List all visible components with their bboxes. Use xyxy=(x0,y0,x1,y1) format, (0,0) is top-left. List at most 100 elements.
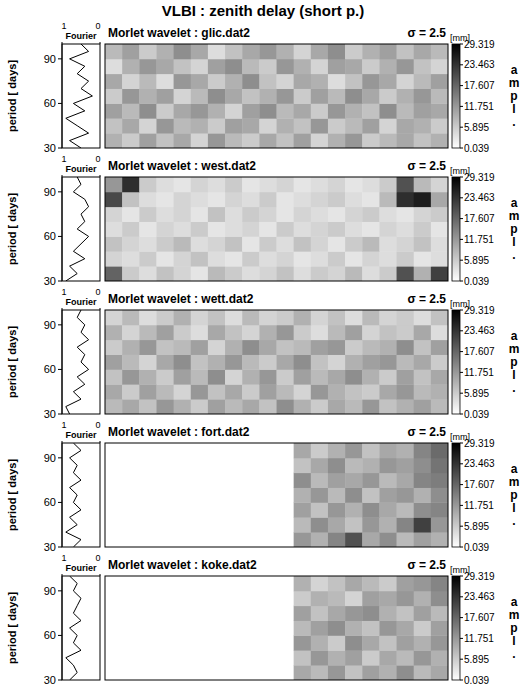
heatmap-cell xyxy=(414,576,432,591)
colorbar-tick-label: 23.463 xyxy=(464,59,495,70)
colorbar-tick-label: 5.895 xyxy=(464,255,489,266)
heatmap-cell xyxy=(208,44,226,59)
heatmap-cell xyxy=(311,251,329,266)
heatmap-cell xyxy=(156,384,174,399)
heatmap-cell xyxy=(259,89,277,104)
y-tick xyxy=(58,103,62,104)
heatmap-cell xyxy=(311,384,329,399)
heatmap-cell xyxy=(277,251,295,266)
heatmap-cell xyxy=(328,133,346,148)
heatmap-cell xyxy=(208,251,226,266)
heatmap-cell xyxy=(397,502,415,517)
y-tick xyxy=(58,414,62,415)
heatmap-cell xyxy=(397,532,415,547)
heatmap-cell xyxy=(397,222,415,237)
panel: Morlet wavelet : fort.dat2σ = 2.5period … xyxy=(6,420,519,553)
heatmap-cell xyxy=(431,621,448,636)
heatmap-cell xyxy=(156,207,174,222)
heatmap-cell xyxy=(431,251,448,266)
heatmap-cell xyxy=(362,133,380,148)
heatmap-cell xyxy=(174,266,192,281)
y-tick-label: 90 xyxy=(44,319,56,331)
heatmap-cell xyxy=(414,192,432,207)
x-tick-label: 1 xyxy=(61,21,66,31)
heatmap-cell xyxy=(242,355,260,370)
heatmap-cell xyxy=(105,44,123,59)
x-tick xyxy=(62,308,63,310)
heatmap-cell xyxy=(414,118,432,133)
heatmap-cell xyxy=(397,310,415,325)
y-tick-label: 60 xyxy=(44,97,56,109)
heatmap-cell xyxy=(397,399,415,414)
heatmap-cell xyxy=(294,89,312,104)
heatmap-cell xyxy=(397,443,415,458)
heatmap-cell xyxy=(414,517,432,532)
heatmap-cell xyxy=(122,44,140,59)
heatmap-cell xyxy=(414,325,432,340)
colorbar-tick xyxy=(460,106,463,107)
heatmap-cell xyxy=(345,635,363,650)
heatmap-cell xyxy=(208,74,226,89)
heatmap-cell xyxy=(259,133,277,148)
heatmap-cell xyxy=(414,473,432,488)
colorbar-tick xyxy=(460,393,463,394)
heatmap-cell xyxy=(259,103,277,118)
heatmap-cell xyxy=(139,74,157,89)
heatmap-cell xyxy=(328,44,346,59)
colorbar-tick xyxy=(460,617,463,618)
heatmap-cell xyxy=(277,44,295,59)
colorbar-unit: [mm] xyxy=(450,166,470,176)
heatmap-cell xyxy=(328,192,346,207)
fourier-spectrum xyxy=(66,177,89,281)
x-tick-label: 1 xyxy=(61,154,66,164)
colorbar-tick xyxy=(460,44,463,45)
heatmap-cell xyxy=(242,340,260,355)
heatmap-cell xyxy=(397,488,415,503)
heatmap-cell xyxy=(225,399,243,414)
heatmap-cell xyxy=(431,473,448,488)
heatmap-cell xyxy=(328,399,346,414)
heatmap-cell xyxy=(105,192,123,207)
heatmap-cell xyxy=(122,74,140,89)
colorbar-tick-label: 23.463 xyxy=(464,591,495,602)
heatmap-cell xyxy=(311,266,329,281)
heatmap-cell xyxy=(225,118,243,133)
heatmap-cell xyxy=(139,192,157,207)
y-tick-label: 30 xyxy=(44,275,56,287)
heatmap-cell xyxy=(311,355,329,370)
heatmap-cell xyxy=(345,606,363,621)
colorbar-tick xyxy=(460,659,463,660)
colorbar xyxy=(452,576,460,680)
heatmap-cell xyxy=(294,207,312,222)
heatmap-cell xyxy=(328,222,346,237)
heatmap-cell xyxy=(139,399,157,414)
heatmap-cell xyxy=(139,355,157,370)
y-tick xyxy=(58,680,62,681)
heatmap-cell xyxy=(225,266,243,281)
colorbar-label: ampl. xyxy=(509,196,520,262)
heatmap-cell xyxy=(328,443,346,458)
heatmap-cell xyxy=(191,59,209,74)
heatmap-cell xyxy=(328,251,346,266)
heatmap xyxy=(105,177,448,281)
heatmap-cell xyxy=(397,384,415,399)
heatmap-cell xyxy=(345,399,363,414)
heatmap-cell xyxy=(259,118,277,133)
heatmap-cell xyxy=(242,192,260,207)
y-tick xyxy=(58,324,62,325)
heatmap-cell xyxy=(414,399,432,414)
x-tick xyxy=(62,42,63,44)
y-tick-label: 30 xyxy=(44,408,56,420)
heatmap-cell xyxy=(328,340,346,355)
x-tick xyxy=(100,308,101,310)
heatmap-cell xyxy=(379,133,397,148)
heatmap-cell xyxy=(259,44,277,59)
panel: Morlet wavelet : koke.dat2σ = 2.5period … xyxy=(6,553,519,686)
heatmap-cell xyxy=(362,222,380,237)
heatmap-cell xyxy=(191,325,209,340)
heatmap-cell xyxy=(105,89,123,104)
heatmap-cell xyxy=(208,89,226,104)
heatmap-cell xyxy=(122,222,140,237)
heatmap-cell xyxy=(105,222,123,237)
fourier-frame xyxy=(62,310,100,414)
